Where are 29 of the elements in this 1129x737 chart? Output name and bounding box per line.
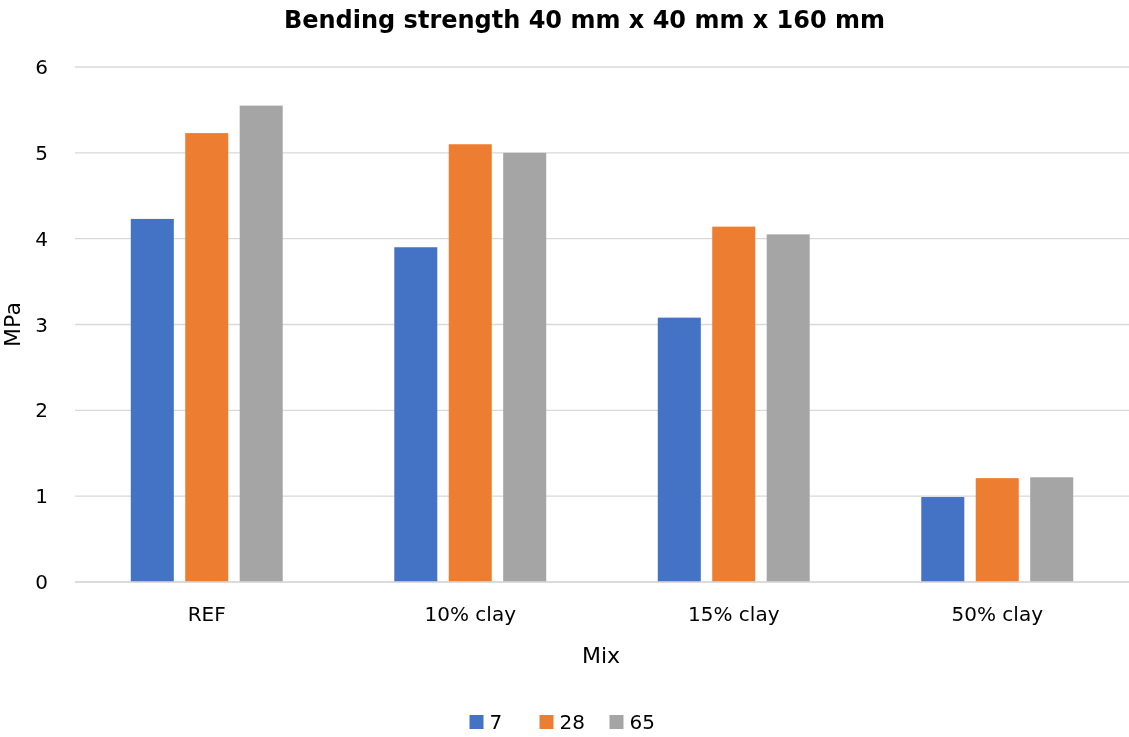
y-tick-label: 6 <box>35 55 48 79</box>
legend-label: 28 <box>559 710 585 734</box>
y-tick-label: 2 <box>35 398 48 423</box>
x-tick-label: 10% clay <box>424 602 517 626</box>
y-tick-label: 1 <box>35 484 48 509</box>
y-tick-label: 5 <box>35 140 48 165</box>
y-tick-label: 0 <box>35 570 48 594</box>
bar <box>1030 477 1074 582</box>
bar <box>239 105 283 582</box>
bar <box>130 218 174 582</box>
bar <box>185 133 229 582</box>
y-tick-label: 3 <box>35 312 48 337</box>
y-tick-label: 4 <box>35 226 48 251</box>
x-tick-label: 50% clay <box>951 602 1044 626</box>
x-tick-label: REF <box>187 602 226 626</box>
y-axis-title: MPa <box>0 302 25 347</box>
legend-label: 65 <box>629 710 655 734</box>
chart-title: Bending strength 40 mm x 40 mm x 160 mm <box>283 6 886 34</box>
legend-label: 7 <box>489 710 503 734</box>
bar <box>448 144 492 582</box>
bar <box>657 317 701 582</box>
bar <box>712 226 756 582</box>
bar <box>503 152 547 582</box>
x-tick-label: 15% clay <box>688 602 780 626</box>
bar <box>766 234 810 582</box>
bar <box>921 497 965 582</box>
bar <box>975 478 1019 582</box>
x-axis-title: Mix <box>581 643 621 668</box>
bar <box>394 247 438 582</box>
